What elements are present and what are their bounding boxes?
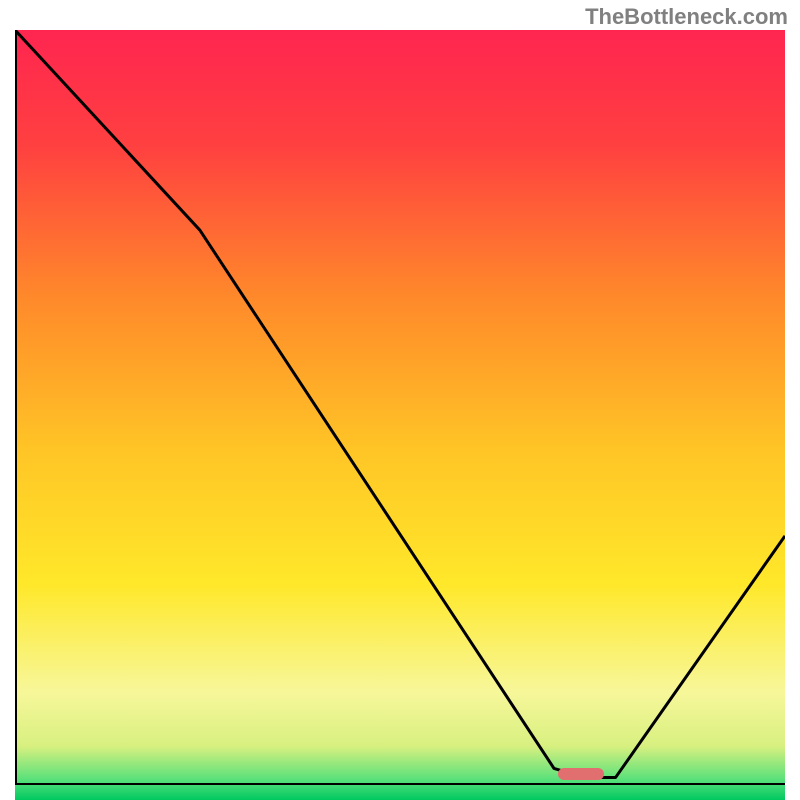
x-axis: [15, 783, 785, 785]
bottleneck-chart: TheBottleneck.com: [0, 0, 800, 800]
plot-area: [15, 30, 785, 785]
watermark-label: TheBottleneck.com: [585, 4, 788, 30]
bottleneck-curve: [15, 30, 785, 785]
y-axis: [15, 30, 17, 785]
curve-path: [15, 30, 785, 777]
optimal-marker: [558, 768, 604, 780]
